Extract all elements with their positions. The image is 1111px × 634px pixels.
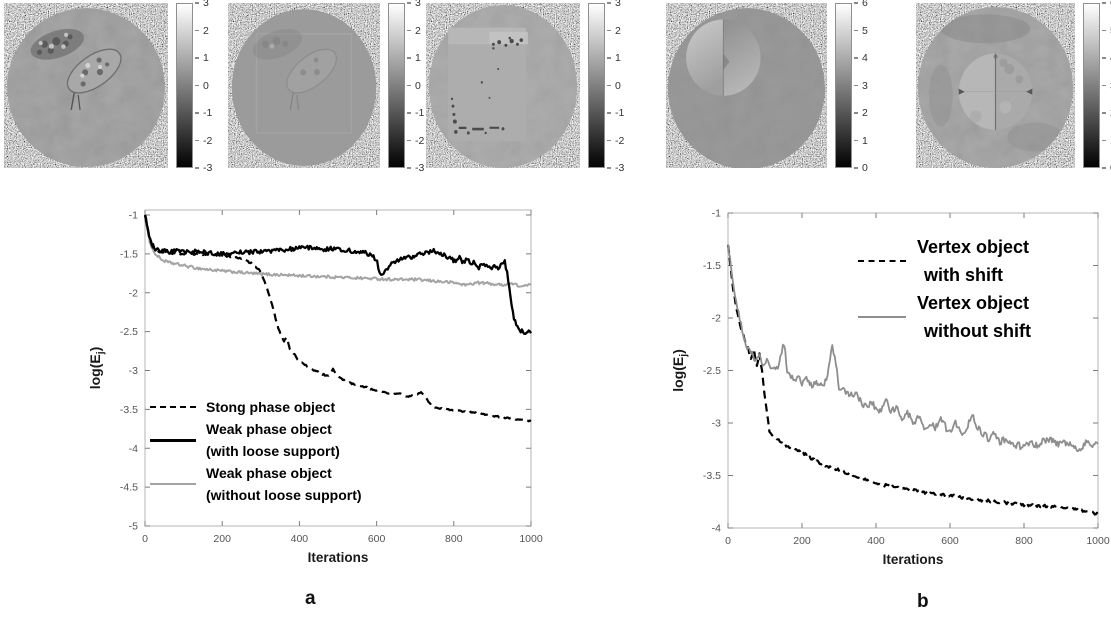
- svg-text:-3.5: -3.5: [703, 470, 721, 482]
- svg-text:-4.5: -4.5: [120, 482, 138, 494]
- vertex-disc: [958, 53, 1033, 130]
- recon-panel-2: 3 2 1 0 -1 -2 -3: [228, 0, 429, 174]
- vertex-disc: [686, 19, 761, 96]
- phase-image-cells-strong: [4, 3, 168, 168]
- legend-swatch-solid-gray-line: [150, 483, 196, 485]
- colorbar-ticks: 3 2 1 0 -1 -2 -3: [194, 0, 217, 174]
- legend-entry-weak-without-support: Weak phase object (without loose support…: [150, 462, 362, 506]
- legend-label: (without loose support): [206, 487, 362, 503]
- legend-label: Weak phase object: [206, 421, 332, 437]
- legend-entry-weak-with-support: Weak phase object (with loose support): [150, 418, 362, 462]
- legend-swatch-dashed-line: [858, 260, 906, 262]
- speckle-cluster-bottom: [450, 67, 505, 135]
- svg-text:-1.5: -1.5: [703, 260, 721, 272]
- convergence-chart-a: 0 200 400 600 800 1000 -1 -1.5 -2 -2.5 -3 -3.5 -4 -4.…: [87, 209, 543, 565]
- legend-swatch-solid-gray-line: [858, 316, 906, 318]
- phase-image-rectangle: [426, 3, 580, 168]
- svg-text:600: 600: [941, 535, 959, 547]
- colorbar-ticks: 3 2 1 0 -1 -2 -3: [606, 0, 629, 174]
- subfigure-label-b: b: [917, 591, 929, 612]
- legend-entry-vertex-with-shift: Vertex object with shift: [858, 233, 1031, 289]
- svg-text:200: 200: [213, 533, 231, 545]
- legend-label: without shift: [924, 321, 1031, 341]
- svg-text:-2.5: -2.5: [120, 326, 138, 338]
- svg-text:-3.5: -3.5: [120, 404, 138, 416]
- legend-chart-b: Vertex object with shift Vertex object w…: [858, 233, 1031, 345]
- legend-entry-strong-phase: Stong phase object: [150, 396, 362, 418]
- subfigure-label-a: a: [305, 588, 316, 609]
- cell-blob-upper: [30, 28, 84, 60]
- svg-text:-3: -3: [712, 418, 721, 430]
- svg-text:-3: -3: [129, 365, 138, 377]
- svg-text:0: 0: [142, 533, 148, 545]
- svg-text:-2.5: -2.5: [703, 365, 721, 377]
- colorbar: [1083, 3, 1100, 168]
- svg-text:-1: -1: [129, 210, 138, 222]
- recon-panel-3: 3 2 1 0 -1 -2 -3: [426, 0, 629, 174]
- svg-text:-2: -2: [129, 287, 138, 299]
- colorbar: [388, 3, 405, 168]
- legend-swatch-solid-black-line: [150, 438, 196, 442]
- colorbar: [588, 3, 605, 168]
- phase-image-cells-weak: [228, 3, 380, 168]
- legend-label: with shift: [924, 265, 1003, 285]
- svg-text:400: 400: [291, 533, 309, 545]
- svg-text:Iterations: Iterations: [883, 552, 944, 567]
- svg-text:-4: -4: [129, 443, 138, 455]
- svg-text:400: 400: [867, 535, 885, 547]
- svg-text:800: 800: [1015, 535, 1033, 547]
- svg-text:600: 600: [368, 533, 386, 545]
- convergence-chart-b: 0 200 400 600 800 1000 -1 -1.5 -2 -2.5 -3 -3.5 -4 Ite…: [670, 208, 1110, 568]
- svg-text:-1.5: -1.5: [120, 248, 138, 260]
- svg-text:-2: -2: [712, 313, 721, 325]
- svg-text:-5: -5: [129, 521, 138, 533]
- svg-text:0: 0: [725, 535, 731, 547]
- cell-blob-center: [66, 48, 122, 111]
- legend-entry-vertex-without-shift: Vertex object without shift: [858, 289, 1031, 345]
- phase-image-vertex-centered: [916, 3, 1075, 168]
- legend-label: Vertex object: [917, 237, 1030, 257]
- legend-label: (with loose support): [206, 443, 340, 459]
- legend-label: Vertex object: [917, 293, 1030, 313]
- svg-text:800: 800: [445, 533, 463, 545]
- legend-label: Stong phase object: [206, 399, 336, 415]
- svg-text:Iterations: Iterations: [308, 550, 369, 565]
- svg-text:1000: 1000: [519, 533, 543, 545]
- svg-text:1000: 1000: [1086, 535, 1110, 547]
- speckle-cluster-top: [491, 36, 524, 50]
- svg-text:200: 200: [793, 535, 811, 547]
- svg-text:-1: -1: [712, 208, 721, 220]
- colorbar: [176, 3, 193, 168]
- svg-text:-4: -4: [712, 523, 721, 535]
- legend-label: Weak phase object: [206, 465, 332, 481]
- legend-chart-a: Stong phase object Weak phase object (wi…: [150, 396, 362, 506]
- svg-text:log(Ej): log(Ej): [670, 349, 690, 392]
- phase-image-vertex-shifted: [666, 3, 827, 168]
- legend-swatch-dashed-line: [150, 406, 196, 408]
- colorbar-ticks: 3 2 1 0 -1 -2 -3: [406, 0, 429, 174]
- svg-text:log(Ej): log(Ej): [87, 347, 107, 390]
- colorbar: [835, 3, 852, 168]
- recon-panel-1: 3 2 1 0 -1 -2 -3: [4, 0, 217, 174]
